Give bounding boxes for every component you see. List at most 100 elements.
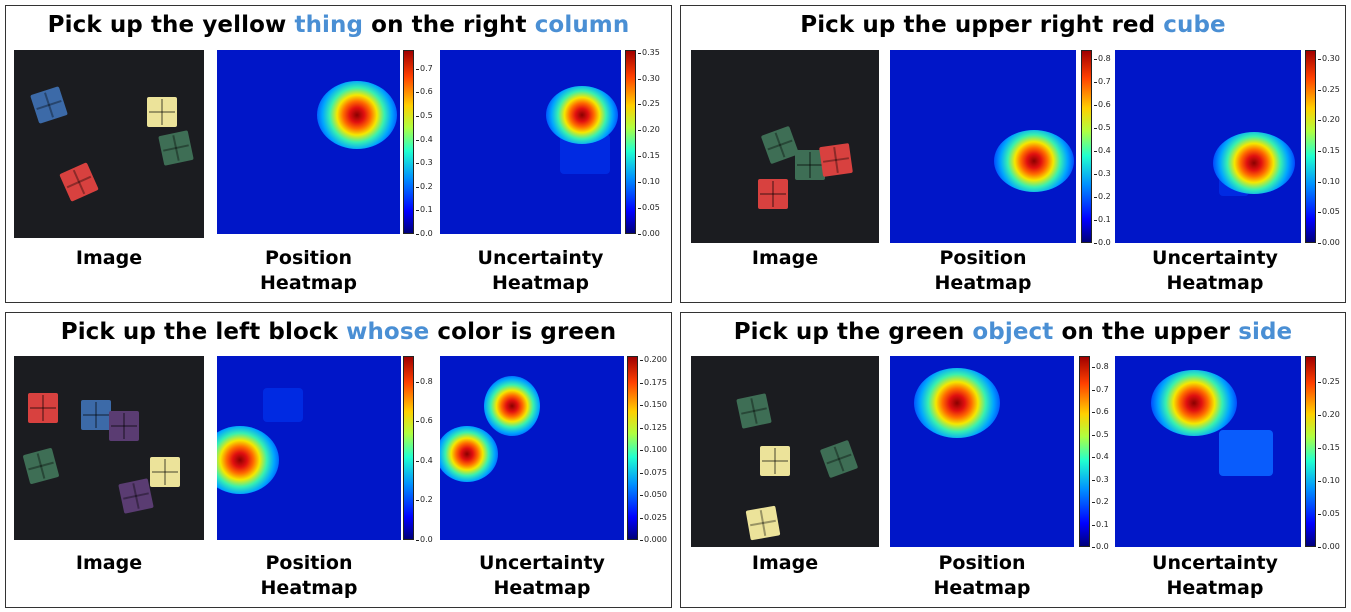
red-cube	[28, 393, 58, 423]
uncertainty-caption: Uncertainty Heatmap	[440, 551, 644, 601]
uncertainty-peak	[1151, 370, 1237, 436]
colorbar-tick-label: 0.4	[1098, 147, 1111, 155]
colorbar-tick-label: 0.5	[1098, 124, 1111, 132]
green-cube-left	[761, 126, 799, 164]
colorbar-tick-label: 0.2	[1098, 193, 1111, 201]
colorbar-tick-label: 0.2	[420, 183, 433, 191]
panel-title: Pick up the green object on the upper si…	[681, 319, 1345, 345]
position-peak	[217, 426, 279, 494]
position-colorbar	[1081, 50, 1092, 243]
position-peak	[317, 81, 397, 149]
colorbar-tick-label: 0.7	[420, 65, 433, 73]
colorbar-tick-label: 0.25	[1322, 378, 1340, 386]
colorbar-tick-label: 0.05	[1322, 510, 1340, 518]
uncertainty-colorbar	[1305, 356, 1316, 547]
yellow-cube-middle	[760, 446, 790, 476]
yellow-cube-lower	[746, 506, 781, 541]
colorbar-tick-label: 0.30	[1322, 55, 1340, 63]
colorbar-tick-label: 0.15	[642, 152, 660, 160]
image-caption: Image	[14, 246, 204, 271]
colorbar-tick-label: 0.2	[1096, 498, 1109, 506]
colorbar-tick-label: 0.30	[642, 75, 660, 83]
position-caption: Position Heatmap	[890, 551, 1074, 601]
colorbar-tick-label: 0.200	[644, 356, 667, 364]
colorbar-tick-label: 0.6	[1096, 408, 1109, 416]
colorbar-tick-label: 0.175	[644, 379, 667, 387]
colorbar-tick-label: 0.10	[1322, 477, 1340, 485]
green-cube-upper	[736, 393, 772, 429]
colorbar-tick-label: 0.8	[1096, 363, 1109, 371]
colorbar-tick-label: 0.7	[1098, 78, 1111, 86]
position-caption: Position Heatmap	[890, 246, 1076, 296]
uncertainty-caption: Uncertainty Heatmap	[440, 246, 641, 296]
yellow-cube	[147, 97, 177, 127]
uncertainty-peak-lower	[440, 426, 498, 482]
colorbar-tick-label: 0.1	[1096, 521, 1109, 529]
colorbar-tick-label: 0.10	[642, 178, 660, 186]
purple-cube-lower	[118, 478, 154, 514]
colorbar-tick-label: 0.100	[644, 446, 667, 454]
green-cube	[23, 448, 60, 485]
colorbar-tick-label: 0.050	[644, 491, 667, 499]
green-cube-right	[820, 440, 858, 478]
panel-title: Pick up the yellow thing on the right co…	[6, 12, 671, 38]
position-colorbar	[403, 356, 414, 540]
uncertainty-heatmap	[1115, 50, 1301, 243]
colorbar-tick-label: 0.7	[1096, 386, 1109, 394]
colorbar-tick-label: 0.05	[1322, 208, 1340, 216]
colorbar-tick-label: 0.05	[642, 204, 660, 212]
panel-title: Pick up the left block whose color is gr…	[6, 319, 671, 345]
colorbar-tick-label: 0.1	[420, 206, 433, 214]
colorbar-tick-label: 0.075	[644, 469, 667, 477]
uncertainty-peak-upper	[484, 376, 540, 436]
colorbar-tick-label: 0.00	[1322, 543, 1340, 551]
purple-cube-upper	[109, 411, 139, 441]
uncertainty-colorbar	[1305, 50, 1316, 243]
green-cube	[158, 130, 194, 166]
scene-image	[691, 50, 879, 243]
colorbar-tick-label: 0.3	[1096, 476, 1109, 484]
colorbar-tick-label: 0.3	[420, 159, 433, 167]
red-cube-lower	[758, 179, 788, 209]
position-heatmap	[217, 356, 401, 540]
colorbar-tick-label: 0.5	[1096, 431, 1109, 439]
colorbar-tick-label: 0.4	[420, 136, 433, 144]
image-caption: Image	[691, 246, 879, 271]
uncertainty-peak	[546, 86, 618, 144]
colorbar-tick-label: 0.8	[420, 378, 433, 386]
colorbar-tick-label: 0.00	[642, 230, 660, 238]
colorbar-tick-label: 0.00	[1322, 239, 1340, 247]
colorbar-tick-label: 0.125	[644, 424, 667, 432]
colorbar-tick-label: 0.20	[1322, 116, 1340, 124]
colorbar-tick-label: 0.6	[420, 417, 433, 425]
panel-green-object: Pick up the green object on the upper si…	[680, 312, 1346, 608]
uncertainty-heatmap	[440, 50, 621, 234]
yellow-cube	[150, 457, 180, 487]
colorbar-tick-label: 0.6	[1098, 101, 1111, 109]
position-heatmap	[217, 50, 400, 234]
uncertainty-heatmap	[1115, 356, 1301, 547]
colorbar-tick-label: 0.0	[420, 230, 433, 238]
uncertainty-caption: Uncertainty Heatmap	[1115, 246, 1315, 296]
position-heatmap	[890, 356, 1074, 547]
colorbar-tick-label: 0.0	[1096, 543, 1109, 551]
colorbar-tick-label: 0.35	[642, 49, 660, 57]
red-cube-right	[819, 143, 853, 177]
scene-image	[691, 356, 879, 547]
panel-yellow-thing: Pick up the yellow thing on the right co…	[5, 5, 672, 303]
colorbar-tick-label: 0.5	[420, 112, 433, 120]
colorbar-tick-label: 0.2	[420, 496, 433, 504]
panel-green-block: Pick up the left block whose color is gr…	[5, 312, 672, 608]
scene-image	[14, 356, 204, 540]
colorbar-tick-label: 0.10	[1322, 178, 1340, 186]
colorbar-tick-label: 0.4	[1096, 453, 1109, 461]
panel-red-cube: Pick up the upper right red cube Image P…	[680, 5, 1346, 303]
uncertainty-colorbar	[625, 50, 636, 234]
colorbar-tick-label: 0.1	[1098, 216, 1111, 224]
position-caption: Position Heatmap	[217, 551, 401, 601]
uncertainty-artifact	[1219, 430, 1273, 476]
image-caption: Image	[691, 551, 879, 576]
position-peak	[914, 368, 1000, 438]
colorbar-tick-label: 0.3	[1098, 170, 1111, 178]
colorbar-tick-label: 0.15	[1322, 444, 1340, 452]
